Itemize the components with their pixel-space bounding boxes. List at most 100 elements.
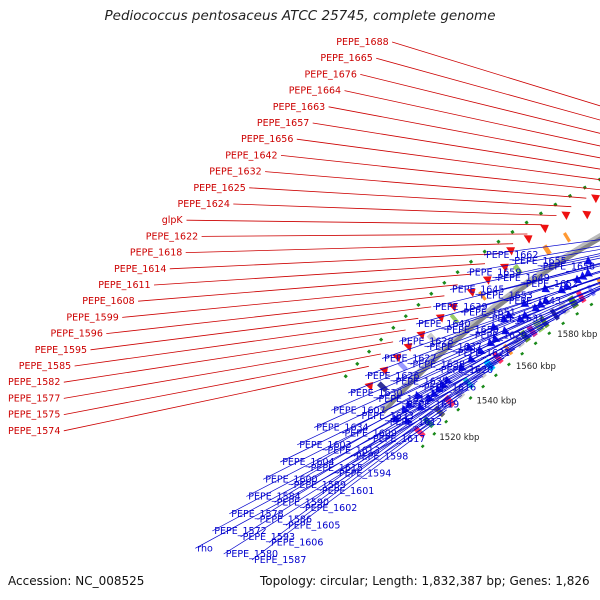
reverse-gene-label: PEPE_1593	[243, 532, 295, 543]
reverse-leader-line	[449, 257, 600, 290]
reverse-leader-line	[472, 281, 600, 336]
forward-gene-label: PEPE_1664	[289, 86, 341, 97]
kbp-tick-label: 1580 kbp	[557, 330, 597, 340]
reverse-gene-label: PEPE_1602	[305, 503, 357, 514]
reverse-gene-label: PEPE_1655	[514, 256, 566, 267]
reverse-gene-label: PEPE_1617	[373, 434, 425, 445]
map-title: Pediococcus pentosaceus ATCC 25745, comp…	[104, 8, 496, 24]
forward-gene-label: PEPE_1614	[114, 264, 166, 275]
reverse-gene-label: PEPE_1630	[350, 388, 402, 399]
forward-leader-line	[201, 233, 528, 237]
reverse-gene-label: PEPE_1609	[345, 428, 397, 439]
reverse-gene-label: PEPE_1629	[475, 331, 527, 342]
reverse-leader-line	[427, 281, 600, 348]
forward-leader-line	[90, 306, 432, 351]
reverse-leader-line	[540, 253, 600, 267]
reverse-gene-label: PEPE_1634	[316, 423, 368, 434]
cog-block	[575, 290, 587, 304]
forward-gene-label: PEPE_1596	[51, 329, 103, 340]
forward-leader-line	[63, 341, 394, 399]
forward-gene-arrow	[499, 263, 509, 273]
forward-gene-arrow	[561, 211, 571, 220]
reverse-gene-arrow	[557, 285, 567, 294]
gc-dotted-ring	[420, 297, 600, 449]
forward-leader-line	[296, 138, 600, 181]
reverse-gene-label: PEPE_1590	[277, 497, 329, 508]
forward-gene-arrow	[416, 331, 426, 340]
reverse-gene-label: PEPE_1607	[333, 405, 385, 416]
reverse-gene-label: PEPE_1658	[543, 262, 595, 273]
reverse-leader-line	[257, 390, 468, 520]
reverse-gene-label: PEPE_1589	[294, 480, 346, 491]
forward-gene-label: PEPE_1574	[8, 426, 60, 437]
reverse-leader-line	[246, 371, 489, 497]
reverse-leader-line	[461, 270, 600, 313]
forward-gene-label: PEPE_1665	[320, 53, 372, 64]
forward-leader-line	[344, 90, 600, 147]
reverse-leader-line	[455, 285, 600, 354]
reverse-gene-label: PEPE_1580	[226, 549, 278, 560]
reverse-gene-label: PEPE_1572	[214, 526, 266, 537]
reverse-gene-label: PEPE_1662	[486, 250, 538, 261]
reverse-gene-label: PEPE_1605	[288, 520, 340, 531]
forward-leader-line	[312, 122, 600, 170]
kbp-tick-label: 1540 kbp	[477, 396, 517, 406]
reverse-gene-label: PEPE_1626	[367, 371, 419, 382]
forward-gene-arrow	[523, 235, 533, 244]
forward-leader-line	[233, 203, 557, 216]
reverse-leader-line	[308, 348, 516, 469]
forward-gene-labels: PEPE_1688 PEPE_1665 PEPE_1676 PEPE_1664 PEPE…	[8, 37, 600, 437]
forward-gene-arrow	[379, 366, 389, 376]
forward-gene-label: PEPE_1622	[146, 231, 198, 242]
cog-block	[426, 332, 438, 344]
reverse-leader-line	[195, 414, 442, 549]
reverse-leader-line	[359, 311, 567, 417]
reverse-leader-line	[398, 278, 600, 342]
reverse-leader-line	[483, 239, 600, 256]
reverse-gene-arrow	[531, 303, 541, 312]
reverse-leader-line	[240, 404, 452, 538]
cog-block	[474, 366, 487, 379]
reverse-gene-label: PEPE_1600	[265, 474, 317, 485]
forward-gene-arrow	[392, 353, 402, 363]
forward-leader-line	[153, 263, 486, 286]
forward-leader-line	[169, 253, 500, 270]
forward-gene-label: PEPE_1676	[305, 69, 357, 80]
reverse-leader-line	[478, 263, 600, 296]
reverse-leader-line	[251, 424, 433, 561]
kbp-tick-label: 1520 kbp	[439, 433, 479, 443]
forward-leader-line	[106, 295, 445, 334]
reverse-gene-label: PEPE_1586	[260, 515, 312, 526]
reverse-gene-label: PEPE_1587	[254, 555, 306, 566]
reverse-leader-line	[212, 399, 457, 532]
cog-block	[492, 351, 504, 365]
forward-gene-label: PEPE_1656	[241, 134, 293, 145]
reverse-leader-line	[410, 285, 600, 365]
cog-block	[397, 360, 408, 372]
backbone-ring	[381, 236, 600, 414]
reverse-leader-line	[381, 283, 600, 359]
reverse-gene-label: PEPE_1639	[435, 302, 487, 313]
cog-block	[376, 381, 388, 393]
cog-block	[558, 301, 571, 315]
forward-gene-arrow	[482, 276, 492, 285]
kbp-tick-label: 1560 kbp	[516, 362, 556, 372]
reverse-leader-line	[370, 327, 544, 440]
reverse-gene-arrow	[500, 314, 509, 323]
forward-gene-arrow	[591, 194, 600, 204]
reverse-gene-label: PEPE_1649	[497, 273, 549, 284]
forward-leader-line	[249, 187, 572, 208]
cog-block	[478, 290, 487, 301]
reverse-leader-line	[229, 385, 473, 515]
reverse-leader-line	[331, 307, 573, 411]
forward-gene-arrow	[582, 210, 592, 220]
cog-block	[526, 324, 538, 338]
reverse-leader-line	[297, 331, 538, 446]
reverse-gene-label: PEPE_1619	[407, 400, 459, 411]
backbone-track	[379, 232, 600, 414]
accession-text: Accession: NC_008525	[8, 574, 145, 588]
reverse-gene-label: PEPE_1635	[396, 377, 448, 388]
forward-gene-label: PEPE_1585	[19, 361, 71, 372]
reverse-leader-line	[364, 287, 600, 377]
